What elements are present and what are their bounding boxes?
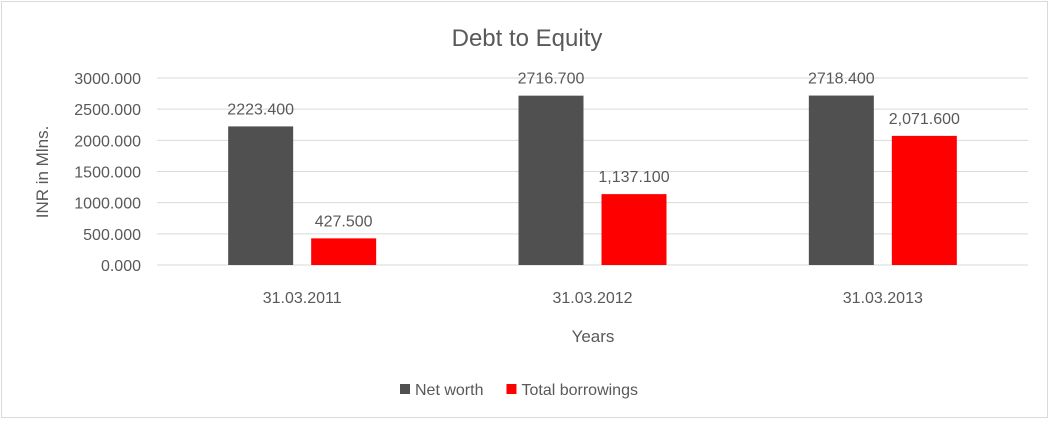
x-tick-label: 31.03.2012 xyxy=(552,290,632,307)
legend-label: Total borrowings xyxy=(521,382,638,399)
bar-net-worth xyxy=(518,95,584,266)
legend-swatch xyxy=(400,384,410,394)
y-tick-label: 500.000 xyxy=(83,227,141,244)
bar-total-borrowings xyxy=(891,135,957,265)
data-label: 427.500 xyxy=(315,213,373,230)
data-label: 2223.400 xyxy=(227,101,294,118)
y-tick-label: 2500.000 xyxy=(74,102,141,119)
y-tick-label: 1000.000 xyxy=(74,196,141,213)
y-tick-label: 0.000 xyxy=(101,258,141,275)
legend-label: Net worth xyxy=(415,382,483,399)
x-tick-label: 31.03.2011 xyxy=(263,290,342,307)
data-label: 2718.400 xyxy=(808,71,875,88)
data-label: 1,137.100 xyxy=(598,169,669,186)
y-axis-label: INR in Mlns. xyxy=(33,126,52,219)
x-tick-label: 31.03.2013 xyxy=(843,290,923,307)
y-tick-label: 1500.000 xyxy=(74,165,141,182)
bar-total-borrowings xyxy=(311,238,377,265)
x-axis-label: Years xyxy=(572,327,615,346)
legend-swatch xyxy=(506,384,517,394)
y-tick-label: 3000.000 xyxy=(74,71,141,88)
chart-title: Debt to Equity xyxy=(452,25,603,52)
y-tick-label: 2000.000 xyxy=(74,133,141,150)
bar-net-worth xyxy=(228,126,294,265)
bar-total-borrowings xyxy=(601,194,667,265)
bar-net-worth xyxy=(808,95,874,265)
data-label: 2,071.600 xyxy=(889,111,960,128)
data-label: 2716.700 xyxy=(518,71,585,88)
